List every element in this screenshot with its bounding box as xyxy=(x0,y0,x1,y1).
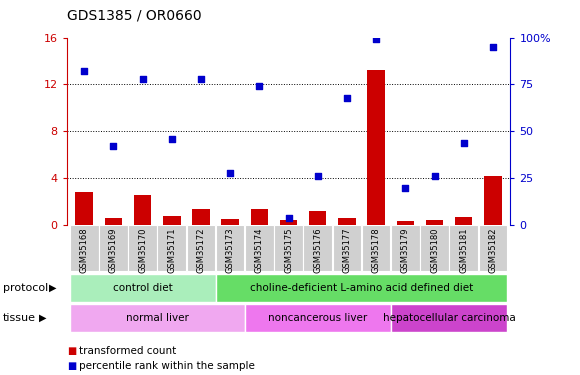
Text: normal liver: normal liver xyxy=(126,313,188,323)
Text: GSM35174: GSM35174 xyxy=(255,227,264,273)
Point xyxy=(401,184,410,190)
Text: GSM35180: GSM35180 xyxy=(430,227,439,273)
Bar xyxy=(216,274,508,302)
Bar xyxy=(75,192,93,225)
Point xyxy=(430,173,439,179)
Point xyxy=(313,173,322,179)
Point xyxy=(459,140,468,146)
Bar xyxy=(99,225,128,272)
Text: ■: ■ xyxy=(67,361,76,370)
Bar xyxy=(484,176,502,225)
Text: GDS1385 / OR0660: GDS1385 / OR0660 xyxy=(67,9,201,22)
Bar xyxy=(245,304,391,332)
Text: GSM35169: GSM35169 xyxy=(109,227,118,273)
Bar xyxy=(70,304,245,332)
Text: choline-deficient L-amino acid defined diet: choline-deficient L-amino acid defined d… xyxy=(250,283,473,293)
Bar xyxy=(274,225,303,272)
Point xyxy=(488,44,498,50)
Bar xyxy=(338,218,356,225)
Text: percentile rank within the sample: percentile rank within the sample xyxy=(79,361,255,370)
Bar xyxy=(245,225,274,272)
Text: ▶: ▶ xyxy=(49,283,57,293)
Text: hepatocellular carcinoma: hepatocellular carcinoma xyxy=(383,313,516,323)
Point xyxy=(138,76,147,82)
Point xyxy=(226,170,235,176)
Bar xyxy=(309,211,327,225)
Text: GSM35182: GSM35182 xyxy=(488,227,498,273)
Point xyxy=(197,76,206,82)
Point xyxy=(109,143,118,149)
Bar xyxy=(70,225,99,272)
Text: GSM35178: GSM35178 xyxy=(372,227,380,273)
Bar xyxy=(391,304,508,332)
Point xyxy=(284,214,293,220)
Text: GSM35170: GSM35170 xyxy=(138,227,147,273)
Bar xyxy=(478,225,507,272)
Bar xyxy=(391,225,419,272)
Bar xyxy=(104,218,122,225)
Text: ▶: ▶ xyxy=(39,313,47,323)
Text: GSM35173: GSM35173 xyxy=(226,227,235,273)
Text: tissue: tissue xyxy=(3,313,36,323)
Text: control diet: control diet xyxy=(113,283,172,293)
Bar xyxy=(70,274,216,302)
Bar xyxy=(450,225,478,272)
Bar xyxy=(222,219,239,225)
Text: GSM35168: GSM35168 xyxy=(79,227,89,273)
Bar xyxy=(163,216,180,225)
Text: GSM35176: GSM35176 xyxy=(313,227,322,273)
Bar xyxy=(251,209,268,225)
Text: GSM35177: GSM35177 xyxy=(342,227,351,273)
Bar xyxy=(420,225,449,272)
Point xyxy=(342,94,351,100)
Text: GSM35181: GSM35181 xyxy=(459,227,468,273)
Bar xyxy=(455,217,473,225)
Bar xyxy=(128,225,157,272)
Text: GSM35175: GSM35175 xyxy=(284,227,293,273)
Bar xyxy=(280,220,298,225)
Bar xyxy=(192,209,210,225)
Point xyxy=(255,83,264,89)
Text: GSM35171: GSM35171 xyxy=(167,227,176,273)
Text: transformed count: transformed count xyxy=(79,346,177,355)
Bar xyxy=(216,225,245,272)
Point xyxy=(79,68,89,74)
Text: ■: ■ xyxy=(67,346,76,355)
Bar xyxy=(397,222,414,225)
Bar xyxy=(332,225,361,272)
Text: protocol: protocol xyxy=(3,283,48,293)
Bar xyxy=(367,70,385,225)
Bar xyxy=(134,195,151,225)
Point xyxy=(371,36,380,42)
Bar xyxy=(362,225,390,272)
Bar xyxy=(187,225,215,272)
Bar xyxy=(303,225,332,272)
Bar xyxy=(426,220,443,225)
Text: noncancerous liver: noncancerous liver xyxy=(268,313,367,323)
Bar xyxy=(158,225,186,272)
Text: GSM35172: GSM35172 xyxy=(197,227,205,273)
Text: GSM35179: GSM35179 xyxy=(401,227,410,273)
Point xyxy=(167,136,176,142)
